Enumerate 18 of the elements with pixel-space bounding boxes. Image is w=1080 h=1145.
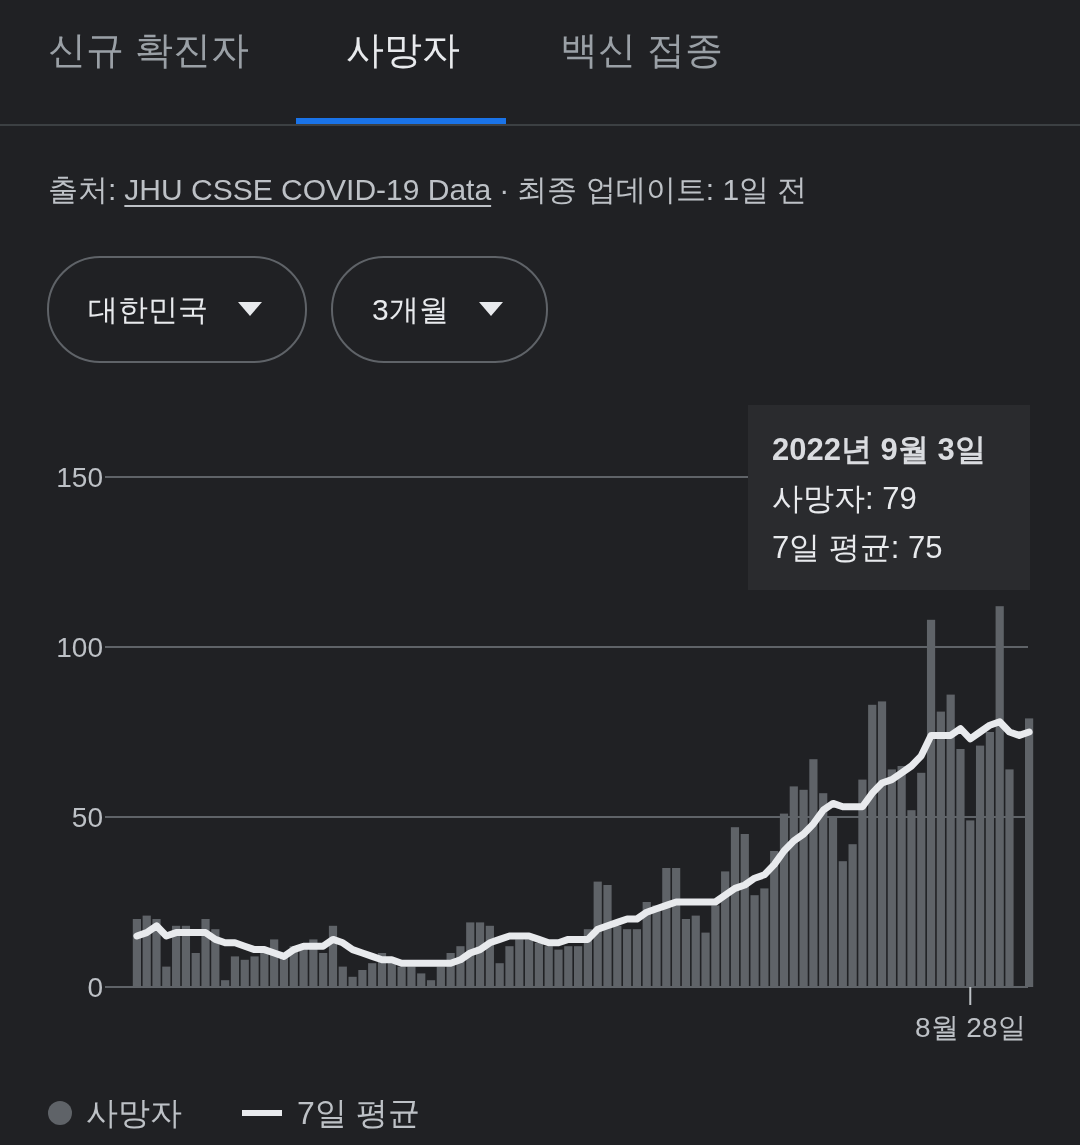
- legend-label: 사망자: [86, 1095, 182, 1131]
- y-tick-label: 50: [71, 802, 103, 833]
- text: JHU CSSE COVID-19 Data: [124, 173, 492, 206]
- text: 3개월: [372, 293, 449, 326]
- annotation: 7일 평균: 75: [772, 530, 943, 565]
- text: 대한민국: [88, 293, 208, 326]
- text: 사망자: [346, 29, 460, 71]
- text: 신규 확진자: [48, 29, 249, 71]
- text: · 최종 업데이트: 1일 전: [499, 173, 808, 206]
- x-tick-label: 8월 28일: [915, 1012, 1026, 1043]
- tooltip: 2022년 9월 3일 사망자: 79 7일 평균: 75: [748, 405, 1030, 590]
- legend-label: 7일 평균: [297, 1095, 420, 1131]
- y-tick-label: 0: [87, 972, 103, 1003]
- y-tick-label: 150: [56, 462, 103, 493]
- text: 백신 접종: [560, 29, 723, 71]
- annotation: 사망자: 79: [772, 481, 917, 516]
- source-note: 출처:: [48, 173, 117, 206]
- y-tick-label: 100: [56, 632, 103, 663]
